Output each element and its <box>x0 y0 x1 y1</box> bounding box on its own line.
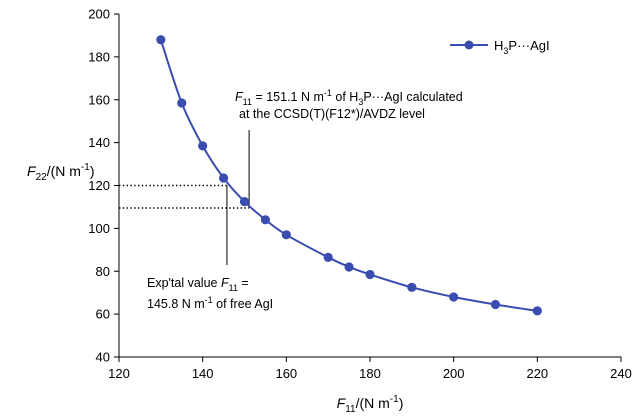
data-point <box>365 269 375 280</box>
data-point <box>281 230 291 240</box>
series-markers <box>156 35 542 316</box>
y-tick-label: 60 <box>96 307 110 322</box>
y-tick-label: 180 <box>88 49 110 64</box>
y-tick-label: 160 <box>88 92 110 107</box>
x-tick-label: 140 <box>192 366 214 381</box>
y-tick-label: 120 <box>88 178 110 193</box>
data-point <box>260 215 271 225</box>
calc-annotation-line2: at the CCSD(T)(F12*)/AVDZ level <box>239 107 425 121</box>
x-tick-label: 200 <box>443 366 465 381</box>
data-point <box>198 141 208 151</box>
y-tick-label: 80 <box>96 264 110 279</box>
data-point <box>344 262 354 272</box>
expt-annotation-line2: 145.8 N m-1 of free AgI <box>147 295 273 311</box>
expt-annotation-line1: Exp'tal value F11 = <box>147 276 249 293</box>
x-tick-label: 240 <box>610 366 632 381</box>
data-point <box>532 306 542 316</box>
legend: H3P···AgI <box>450 38 550 56</box>
data-point <box>218 173 229 183</box>
data-point <box>323 252 333 262</box>
data-point <box>239 196 250 207</box>
y-tick-label: 100 <box>88 221 110 236</box>
y-tick-label: 40 <box>96 350 110 365</box>
x-tick-label: 220 <box>526 366 548 381</box>
x-tick-label: 120 <box>108 366 130 381</box>
y-axis-title: F22/(N m-1) <box>27 162 94 183</box>
data-point <box>490 299 501 310</box>
legend-label: H3P···AgI <box>494 38 550 56</box>
data-point <box>407 282 417 292</box>
data-point <box>156 35 166 45</box>
y-ticks: 40 60 80 100 120 140 160 180 200 <box>88 7 119 365</box>
x-tick-label: 160 <box>275 366 297 381</box>
x-axis-title: F11/(N m-1) <box>337 394 404 415</box>
y-tick-label: 200 <box>88 7 110 22</box>
x-tick-label: 180 <box>359 366 381 381</box>
y-tick-label: 140 <box>88 135 110 150</box>
reference-lines <box>119 130 250 265</box>
data-point <box>449 292 459 302</box>
data-point <box>177 98 187 108</box>
x-ticks: 120 140 160 180 200 220 240 <box>108 357 632 381</box>
legend-marker <box>464 40 474 50</box>
calc-annotation-line1: F11 = 151.1 N m-1 of H3P···AgI calculate… <box>235 88 463 107</box>
